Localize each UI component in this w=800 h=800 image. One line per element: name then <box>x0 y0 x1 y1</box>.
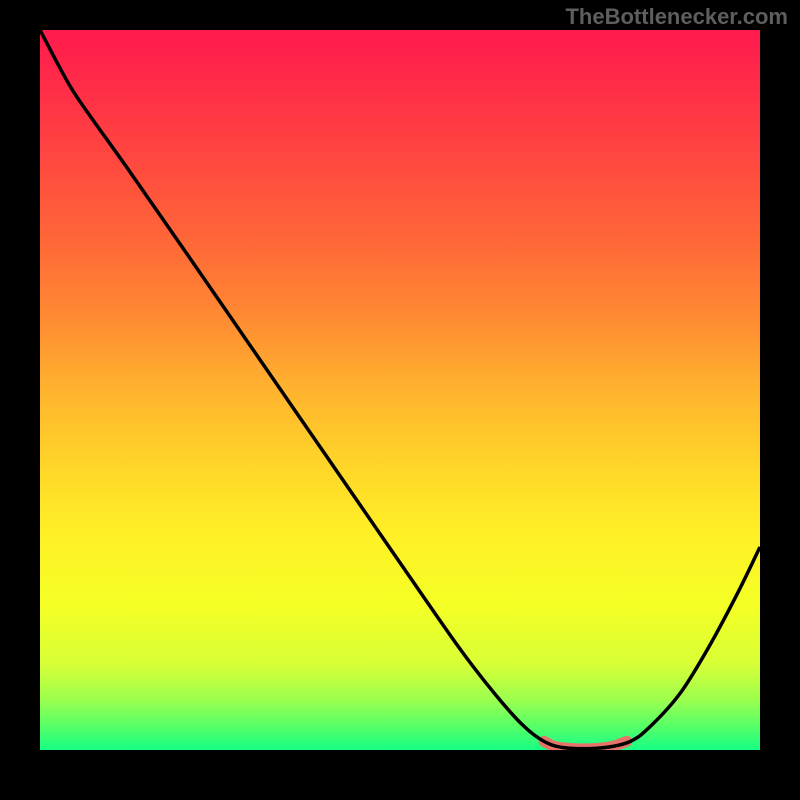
chart-plot-area <box>40 30 760 750</box>
chart-curve-layer <box>40 30 760 750</box>
bottleneck-curve <box>40 30 760 749</box>
watermark: TheBottlenecker.com <box>565 4 788 30</box>
